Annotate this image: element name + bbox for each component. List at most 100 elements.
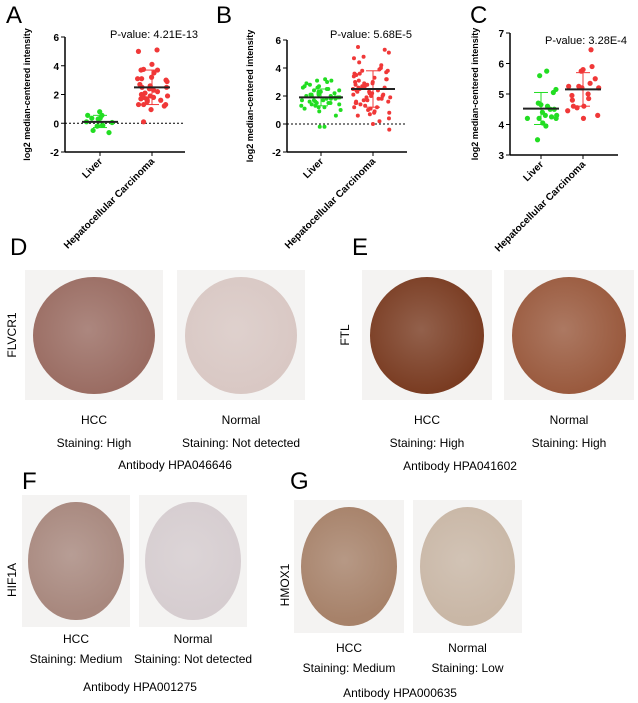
data-point [317,109,322,114]
panel-letter-f: F [22,468,37,495]
data-point [353,82,358,87]
data-point [595,112,601,118]
data-point [592,76,598,82]
p-value-label: P-value: 5.68E-5 [330,29,412,41]
data-point [382,47,387,52]
data-point [307,82,312,87]
hcc-tissue-image [294,500,404,633]
data-point [387,110,392,115]
y-axis-label: log2 median-centered intensity [470,28,480,161]
data-point [357,71,362,76]
data-point [106,129,112,136]
data-point [352,105,357,110]
data-point [300,85,305,90]
data-point [154,47,160,53]
hcc-label: HCC [63,632,89,646]
data-point [299,103,304,108]
antibody-label: Antibody HPA000635 [343,686,457,700]
data-point [386,50,391,55]
panel-letter-b: B [216,2,233,29]
data-point [357,60,362,65]
hcc-tissue-image [22,495,130,627]
data-point [542,112,548,118]
data-point [351,74,356,79]
chart-c: 3 4 5 6 7 log2 median-centered intensity P-val… [470,28,627,255]
data-point [307,99,312,104]
x-tick-label: Liver [521,159,546,184]
normal-label: Normal [448,641,487,655]
x-tick-label: Hepatocellular Carcinoma [493,159,588,254]
data-point [328,101,333,105]
data-point [89,115,95,121]
hcc-label: HCC [414,413,440,427]
data-point [369,94,374,98]
hcc-staining-label: Staining: High [389,436,465,450]
data-point [321,98,326,103]
data-point [141,101,147,108]
y-tick-label: 6 [498,60,504,71]
data-point [384,70,389,75]
data-point [139,76,145,82]
y-axis-label: log2 median-centered intensity [22,28,32,161]
normal-tissue-image [413,500,522,633]
data-point [100,122,106,129]
antibody-label: Antibody HPA001275 [83,680,197,694]
hcc-label: HCC [336,641,362,655]
data-point [356,78,361,83]
normal-tissue-core [511,276,627,394]
data-point [138,96,144,102]
hcc-staining-label: Staining: Medium [302,661,396,675]
scatter-charts: -2 0 2 4 6 log2 median-centered intensity P-va… [22,28,627,255]
normal-staining-label: Staining: Low [431,661,504,675]
data-point [135,76,141,82]
y-tick-label: -2 [50,148,59,159]
y-tick-label: 2 [275,92,281,103]
y-tick-label: 7 [498,29,504,40]
p-value-label: P-value: 3.28E-4 [545,35,627,47]
normal-tissue-core [184,276,298,394]
data-point [553,115,559,121]
panel-letter-a: A [6,2,23,29]
data-point [544,68,550,74]
hcc-tissue-core [300,506,398,627]
hcc-tissue-core [369,276,485,394]
panel-letter-e: E [352,234,369,261]
y-axis-label: log2 median-centered intensity [245,30,255,163]
data-point [548,114,555,120]
y-tick-label: 6 [275,36,281,47]
x-tick-label: Liver [80,156,105,181]
data-point [536,115,542,121]
gene-label: HIF1A [5,562,19,598]
normal-tissue-image [139,495,247,627]
y-tick-label: 3 [498,151,504,162]
data-point [161,103,167,109]
data-point [377,119,382,124]
data-point [370,122,375,126]
y-tick-label: -2 [272,148,281,159]
data-point [140,119,147,125]
data-point [325,80,330,84]
data-point [365,98,370,103]
data-point [534,137,541,143]
p-value-label: P-value: 4.21E-13 [110,29,198,41]
y-tick-label: 2 [53,91,59,102]
data-point [322,124,327,129]
normal-tissue-core [145,501,241,621]
hcc-tissue-core [28,501,124,621]
data-point [135,48,142,54]
antibody-label: Antibody HPA046646 [118,458,232,472]
data-point [355,113,360,118]
y-tick-label: 4 [498,121,504,132]
data-point [588,47,594,53]
data-point [316,92,321,97]
x-tick-label: Hepatocellular Carcinoma [62,156,157,251]
data-point [550,89,556,96]
data-point [362,84,367,89]
chart-b: -2 0 2 4 6 log2 median-centered intensity P-va… [245,29,412,251]
data-point [355,89,360,94]
data-point [386,99,391,104]
gene-label: HMOX1 [278,563,292,607]
normal-tissue-image [504,270,634,400]
data-point [589,63,595,70]
